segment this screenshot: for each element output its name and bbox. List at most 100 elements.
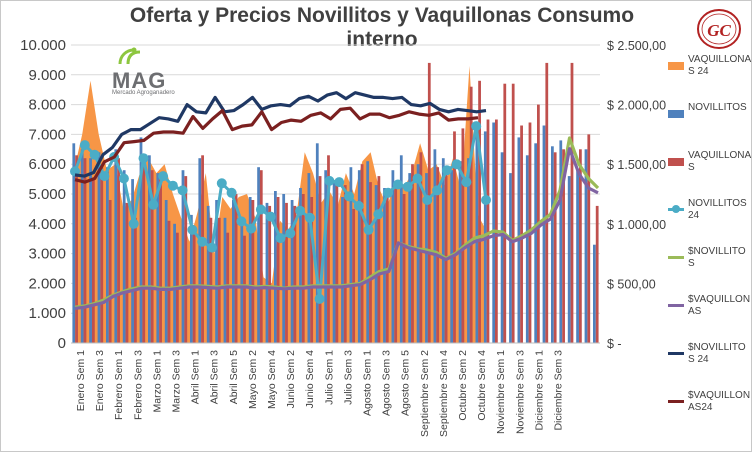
bar-novillitos: [173, 223, 176, 343]
bar-novillitos: [290, 200, 294, 343]
marker-novillitos-24: [207, 242, 217, 253]
x-tick-label: Agosto Sem 5: [400, 350, 412, 416]
bar-novillitos: [492, 122, 496, 343]
legend-marker-dot: [672, 205, 680, 213]
bar-novillitos: [408, 173, 412, 343]
bar-novillitos: [576, 170, 579, 343]
bar-vaquillonas: [184, 176, 188, 343]
x-tick-label: Diciembre Sem 3: [553, 350, 565, 431]
legend-label: $NOVILLITOS 24: [688, 342, 746, 365]
bar-vaquillonas: [587, 134, 591, 343]
bar-novillitos: [106, 167, 109, 343]
bar-vaquillonas: [335, 182, 339, 343]
legend-label: VAQUILLONAS 24: [688, 54, 752, 77]
bar-vaquillonas: [92, 179, 95, 343]
bar-novillitos: [139, 137, 143, 343]
bar-vaquillonas: [545, 62, 549, 344]
bar-vaquillonas: [503, 83, 507, 343]
y-left-tick-label: 2.000: [28, 275, 66, 292]
marker-novillitos-24: [236, 216, 247, 227]
marker-novillitos-24: [373, 209, 384, 220]
bar-vaquillonas: [377, 176, 381, 343]
gc-logo-text: GC: [707, 21, 731, 40]
marker-novillitos-24: [461, 177, 472, 188]
x-tick-label: Diciembre Sem 1: [533, 350, 545, 431]
bar-novillitos: [467, 158, 470, 343]
y-right-tick-label: $ 2.500,00: [607, 39, 666, 53]
bar-novillitos: [215, 200, 218, 343]
marker-novillitos-24: [344, 191, 354, 202]
bar-vaquillonas: [310, 197, 314, 343]
marker-novillitos-24: [148, 199, 159, 210]
marker-novillitos-24: [471, 121, 482, 132]
bar-novillitos: [374, 185, 378, 343]
x-tick-label: Junio Sem 2: [285, 350, 297, 409]
legend-swatch: [668, 158, 684, 166]
bar-novillitos: [584, 149, 588, 343]
legend-item: $NOVILLITOS: [666, 244, 752, 292]
y-right-tick-label: $ 1.500,00: [607, 158, 666, 172]
x-tick-label: Octubre Sem 2: [457, 350, 469, 421]
bar-novillitos: [366, 161, 370, 343]
mag-logo-text: MAG: [112, 68, 167, 93]
bar-novillitos: [97, 152, 101, 343]
bar-novillitos: [324, 170, 328, 343]
marker-novillitos-24: [187, 224, 198, 235]
marker-novillitos-24: [89, 149, 100, 160]
marker-novillitos-24: [138, 153, 149, 164]
x-tick-label: Abril Sem 1: [190, 350, 202, 404]
bar-novillitos: [190, 214, 193, 343]
legend-label: NOVILLITOS: [688, 102, 747, 113]
y-right-tick-label: $ 2.000,00: [607, 99, 666, 113]
legend-swatch: [668, 400, 684, 403]
marker-novillitos-24: [422, 195, 433, 205]
bar-vaquillonas: [352, 208, 356, 343]
marker-novillitos-24: [99, 171, 110, 182]
marker-novillitos-24: [304, 212, 315, 223]
bar-vaquillonas: [83, 158, 87, 343]
bar-novillitos: [89, 158, 92, 343]
bar-vaquillonas: [327, 155, 330, 343]
legend-label: $VAQUILLONAS: [688, 294, 751, 317]
marker-novillitos-24: [412, 173, 423, 184]
marker-novillitos-24: [363, 224, 374, 235]
bar-novillitos: [232, 200, 235, 343]
bar-vaquillonas: [142, 155, 146, 343]
marker-novillitos-24: [314, 293, 325, 304]
marker-novillitos-24: [441, 165, 452, 176]
bar-vaquillonas: [259, 170, 263, 343]
legend-swatch: [668, 304, 684, 307]
gc-logo: GC: [696, 8, 742, 50]
bar-novillitos: [72, 143, 76, 343]
bar-vaquillonas: [301, 194, 305, 343]
marker-novillitos-24: [353, 200, 364, 211]
bar-novillitos: [122, 170, 126, 343]
bar-novillitos: [198, 158, 202, 343]
bar-novillitos: [181, 170, 185, 343]
marker-novillitos-24: [158, 171, 169, 182]
marker-novillitos-24: [451, 159, 462, 170]
bar-novillitos: [341, 197, 344, 343]
bar-vaquillonas: [75, 155, 78, 343]
legend-item: $NOVILLITOS 24: [666, 340, 752, 388]
bar-novillitos: [425, 173, 428, 343]
x-tick-label: Enero Sem 1: [75, 350, 87, 411]
line-precio-vaquillonas-24: [74, 106, 479, 184]
marker-novillitos-24: [216, 178, 227, 189]
marker-novillitos-24: [177, 185, 188, 196]
bar-vaquillonas: [125, 202, 129, 343]
bar-novillitos: [164, 200, 168, 343]
bar-vaquillonas: [570, 62, 574, 344]
legend-item: VAQUILLONAS 24: [666, 52, 752, 100]
bar-vaquillonas: [360, 164, 364, 343]
legend-label: $VAQUILLONAS24: [688, 390, 751, 413]
marker-novillitos-24: [432, 185, 443, 196]
bar-novillitos: [593, 244, 596, 343]
mag-logo-subtitle: Mercado Agroganadero: [112, 90, 175, 96]
x-tick-label: Mayo Sem 2: [247, 350, 259, 409]
legend-label: $NOVILLITOS: [688, 246, 746, 269]
legend-item: $VAQUILLONAS24: [666, 388, 752, 436]
x-tick-label: Marzo Sem 1: [151, 350, 163, 413]
bar-novillitos: [525, 155, 529, 343]
bar-vaquillonas: [411, 164, 414, 343]
